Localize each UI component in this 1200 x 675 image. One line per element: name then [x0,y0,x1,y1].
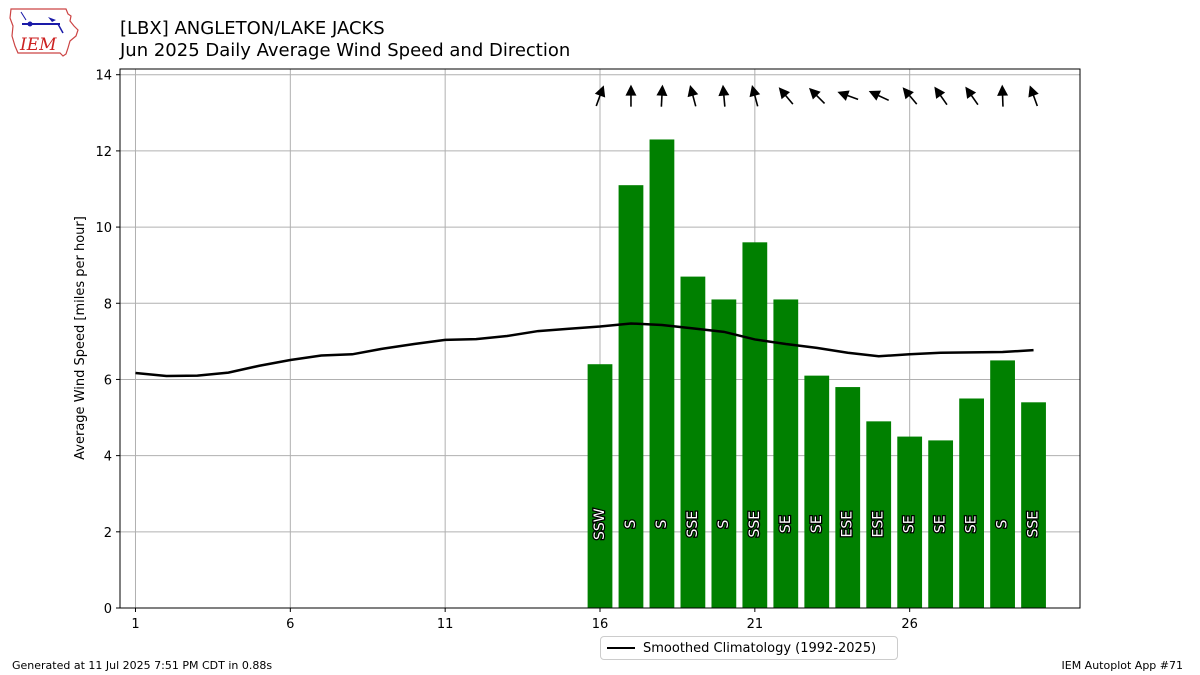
footer-app: IEM Autoplot App #71 [1062,659,1184,672]
x-tick-label: 26 [901,617,918,632]
direction-label: SSE [1026,511,1042,538]
legend: Smoothed Climatology (1992-2025) [600,636,898,660]
direction-label: SE [902,515,918,533]
y-tick-label: 12 [95,145,112,160]
wind-bars [588,139,1046,608]
wind-bar [742,242,767,608]
wind-arrow [685,84,701,108]
wind-arrow [625,85,636,107]
wind-arrow [836,87,860,105]
direction-label: S [623,520,639,529]
wind-bar [650,139,675,608]
y-tick-label: 0 [104,602,112,617]
wind-bar [588,364,613,608]
x-tick-label: 11 [437,617,454,632]
wind-arrow [805,84,828,107]
wind-arrow [717,84,730,107]
wind-bar [804,376,829,608]
footer-generated: Generated at 11 Jul 2025 7:51 PM CDT in … [12,659,272,672]
wind-bar [835,387,860,608]
x-tick-label: 16 [592,617,609,632]
iem-logo: IEM [8,6,80,58]
direction-label: S [654,520,670,529]
y-tick-label: 2 [104,526,112,541]
direction-label: SSE [685,511,701,538]
logo-text: IEM [19,35,57,55]
direction-label: SE [809,515,825,533]
chart-title-line2: Jun 2025 Daily Average Wind Speed and Di… [120,40,570,62]
wind-bar [959,398,984,608]
x-tick-label: 1 [131,617,139,632]
direction-label: ESE [871,511,887,538]
direction-label: S [716,520,732,529]
direction-label: SE [964,515,980,533]
wind-arrow [930,83,952,107]
chart-title-line1: [LBX] ANGLETON/LAKE JACKS [120,18,385,40]
y-axis-label: Average Wind Speed [miles per hour] [73,216,88,460]
wind-direction-arrows [591,83,1042,107]
x-tick-label: 6 [286,617,294,632]
y-tick-label: 10 [95,221,112,236]
wind-arrow [1025,83,1043,107]
y-tick-label: 4 [104,450,112,465]
climatology-line [135,323,1033,376]
wind-bar [711,299,736,608]
direction-label: ESE [840,511,856,538]
direction-label: SSE [747,511,763,538]
wind-arrow [961,83,983,107]
wind-bar [619,185,644,608]
legend-label: Smoothed Climatology (1992-2025) [643,641,876,656]
y-tick-label: 8 [104,297,112,312]
legend-line-swatch [607,647,635,649]
wind-arrow [866,86,891,105]
wind-arrow [656,84,668,107]
wind-bar [1021,402,1046,608]
y-tick-label: 6 [104,373,112,388]
direction-label: S [995,520,1011,529]
x-tick-label: 21 [747,617,764,632]
wind-bar [990,360,1015,608]
wind-arrow [997,84,1009,106]
direction-label: SE [778,515,794,533]
y-tick-label: 14 [95,69,112,84]
wind-arrow [775,84,798,108]
direction-label: SSW [592,508,608,540]
direction-label: SE [933,515,949,533]
